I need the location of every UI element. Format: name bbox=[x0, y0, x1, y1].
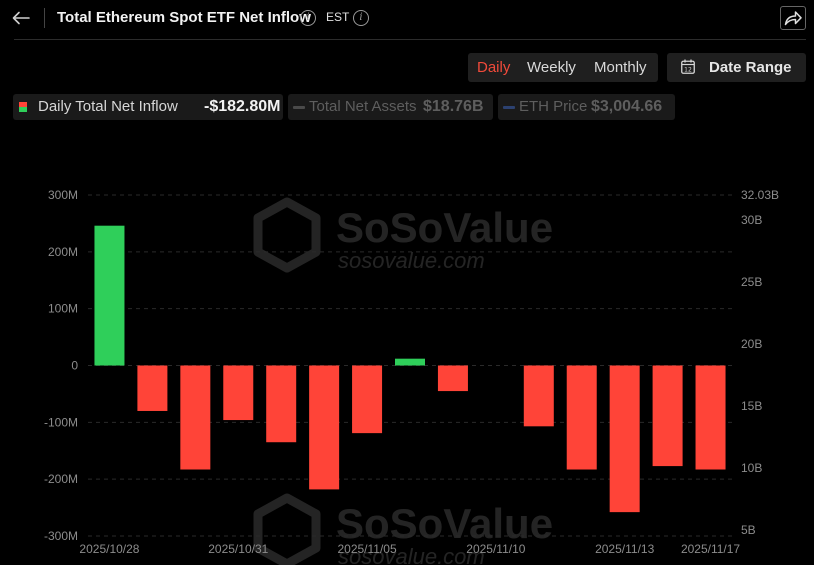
y-right-tick-label: 15B bbox=[741, 399, 762, 413]
share-button[interactable] bbox=[780, 6, 806, 30]
calendar-day-text: 12 bbox=[684, 67, 692, 74]
y-right-tick-label: 5B bbox=[741, 523, 756, 537]
watermark-url: sosovalue.com bbox=[338, 544, 485, 565]
legend-label-net-inflow: Daily Total Net Inflow bbox=[38, 98, 178, 115]
date-range-button[interactable]: 12 Date Range bbox=[667, 53, 806, 82]
legend-value-eth-price: $3,004.66 bbox=[591, 98, 663, 115]
calendar-icon: 12 bbox=[681, 59, 695, 74]
x-tick-label: 2025/10/31 bbox=[208, 542, 268, 556]
y-right-tick-label: 10B bbox=[741, 461, 762, 475]
timezone-label: EST bbox=[326, 10, 350, 24]
y-right-tick-label: 20B bbox=[741, 337, 762, 351]
tab-weekly[interactable]: Weekly bbox=[527, 59, 576, 76]
y-right-tick-label: 30B bbox=[741, 213, 762, 227]
axis-labels: 300M 200M 100M 0 -100M -200M -300M 32.03B 30B 25B… bbox=[44, 188, 779, 556]
bar[interactable] bbox=[352, 365, 383, 434]
y-left-tick-label: 200M bbox=[48, 245, 78, 259]
y-left-tick-label: 0 bbox=[71, 359, 78, 373]
bar[interactable] bbox=[652, 365, 683, 467]
page-title: Total Ethereum Spot ETF Net Inflow bbox=[57, 9, 311, 26]
y-left-tick-label: 300M bbox=[48, 188, 78, 202]
bar[interactable] bbox=[180, 365, 211, 470]
bar[interactable] bbox=[566, 365, 597, 470]
assets-line-swatch-icon bbox=[293, 106, 305, 109]
legend-value-total-net-assets: $18.76B bbox=[423, 98, 484, 115]
bar[interactable] bbox=[137, 365, 168, 411]
info-icon[interactable]: i bbox=[300, 10, 316, 26]
legend-item-eth-price[interactable]: ETH Price $3,004.66 bbox=[498, 94, 675, 120]
legend-item-total-net-assets[interactable]: Total Net Assets $18.76B bbox=[288, 94, 493, 120]
watermark-brand: SoSoValue bbox=[336, 204, 553, 251]
y-right-tick-label: 32.03B bbox=[741, 188, 779, 202]
share-icon bbox=[784, 11, 802, 26]
timezone-info-icon[interactable]: i bbox=[353, 10, 369, 26]
bars bbox=[94, 225, 726, 513]
header-separator bbox=[14, 39, 806, 40]
swatch-positive bbox=[19, 107, 27, 112]
sosovalue-logo-icon bbox=[253, 197, 321, 273]
y-right-tick-label: 25B bbox=[741, 275, 762, 289]
watermark-layer: SoSoValuesosovalue.comSoSoValuesosovalue… bbox=[253, 197, 553, 565]
bar[interactable] bbox=[395, 358, 425, 366]
bar[interactable] bbox=[223, 365, 254, 421]
bar[interactable] bbox=[609, 365, 640, 513]
x-tick-label: 2025/11/17 bbox=[681, 542, 740, 556]
watermark-brand: SoSoValue bbox=[336, 500, 553, 547]
bar[interactable] bbox=[94, 225, 125, 366]
date-range-label: Date Range bbox=[709, 59, 792, 76]
tab-daily[interactable]: Daily bbox=[477, 59, 511, 76]
eth-line-swatch-icon bbox=[503, 106, 515, 109]
bar[interactable] bbox=[437, 365, 468, 392]
legend-label-total-net-assets: Total Net Assets bbox=[309, 98, 417, 115]
inflow-swatch-icon bbox=[19, 102, 27, 112]
legend-label-eth-price: ETH Price bbox=[519, 98, 588, 115]
period-toggle: Daily Weekly Monthly bbox=[468, 53, 658, 82]
header-bar: Total Ethereum Spot ETF Net Inflow i EST… bbox=[0, 0, 814, 38]
back-arrow-icon bbox=[12, 11, 30, 25]
swatch-negative bbox=[19, 102, 27, 107]
bar[interactable] bbox=[266, 365, 297, 443]
bar[interactable] bbox=[523, 365, 554, 427]
x-tick-label: 2025/11/05 bbox=[337, 542, 396, 556]
back-button[interactable] bbox=[8, 6, 34, 30]
legend-item-net-inflow[interactable]: Daily Total Net Inflow -$182.80M bbox=[13, 94, 283, 120]
tab-monthly[interactable]: Monthly bbox=[594, 59, 647, 76]
legend-value-net-inflow: -$182.80M bbox=[204, 98, 281, 115]
x-tick-label: 2025/10/28 bbox=[79, 542, 139, 556]
y-left-tick-label: -300M bbox=[44, 529, 78, 543]
sosovalue-logo-icon bbox=[253, 493, 321, 565]
y-left-tick-label: -200M bbox=[44, 472, 78, 486]
bar[interactable] bbox=[309, 365, 340, 490]
x-tick-label: 2025/11/10 bbox=[466, 542, 525, 556]
y-left-tick-label: 100M bbox=[48, 302, 78, 316]
header-divider bbox=[44, 8, 45, 28]
y-left-tick-label: -100M bbox=[44, 415, 78, 429]
x-tick-label: 2025/11/13 bbox=[595, 542, 654, 556]
bar[interactable] bbox=[695, 365, 726, 470]
